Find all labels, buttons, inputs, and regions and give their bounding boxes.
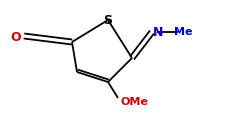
Text: S: S (104, 13, 113, 27)
Text: Me: Me (174, 27, 192, 37)
Text: N: N (153, 25, 163, 39)
Text: OMe: OMe (120, 97, 148, 107)
Text: O: O (11, 30, 21, 44)
